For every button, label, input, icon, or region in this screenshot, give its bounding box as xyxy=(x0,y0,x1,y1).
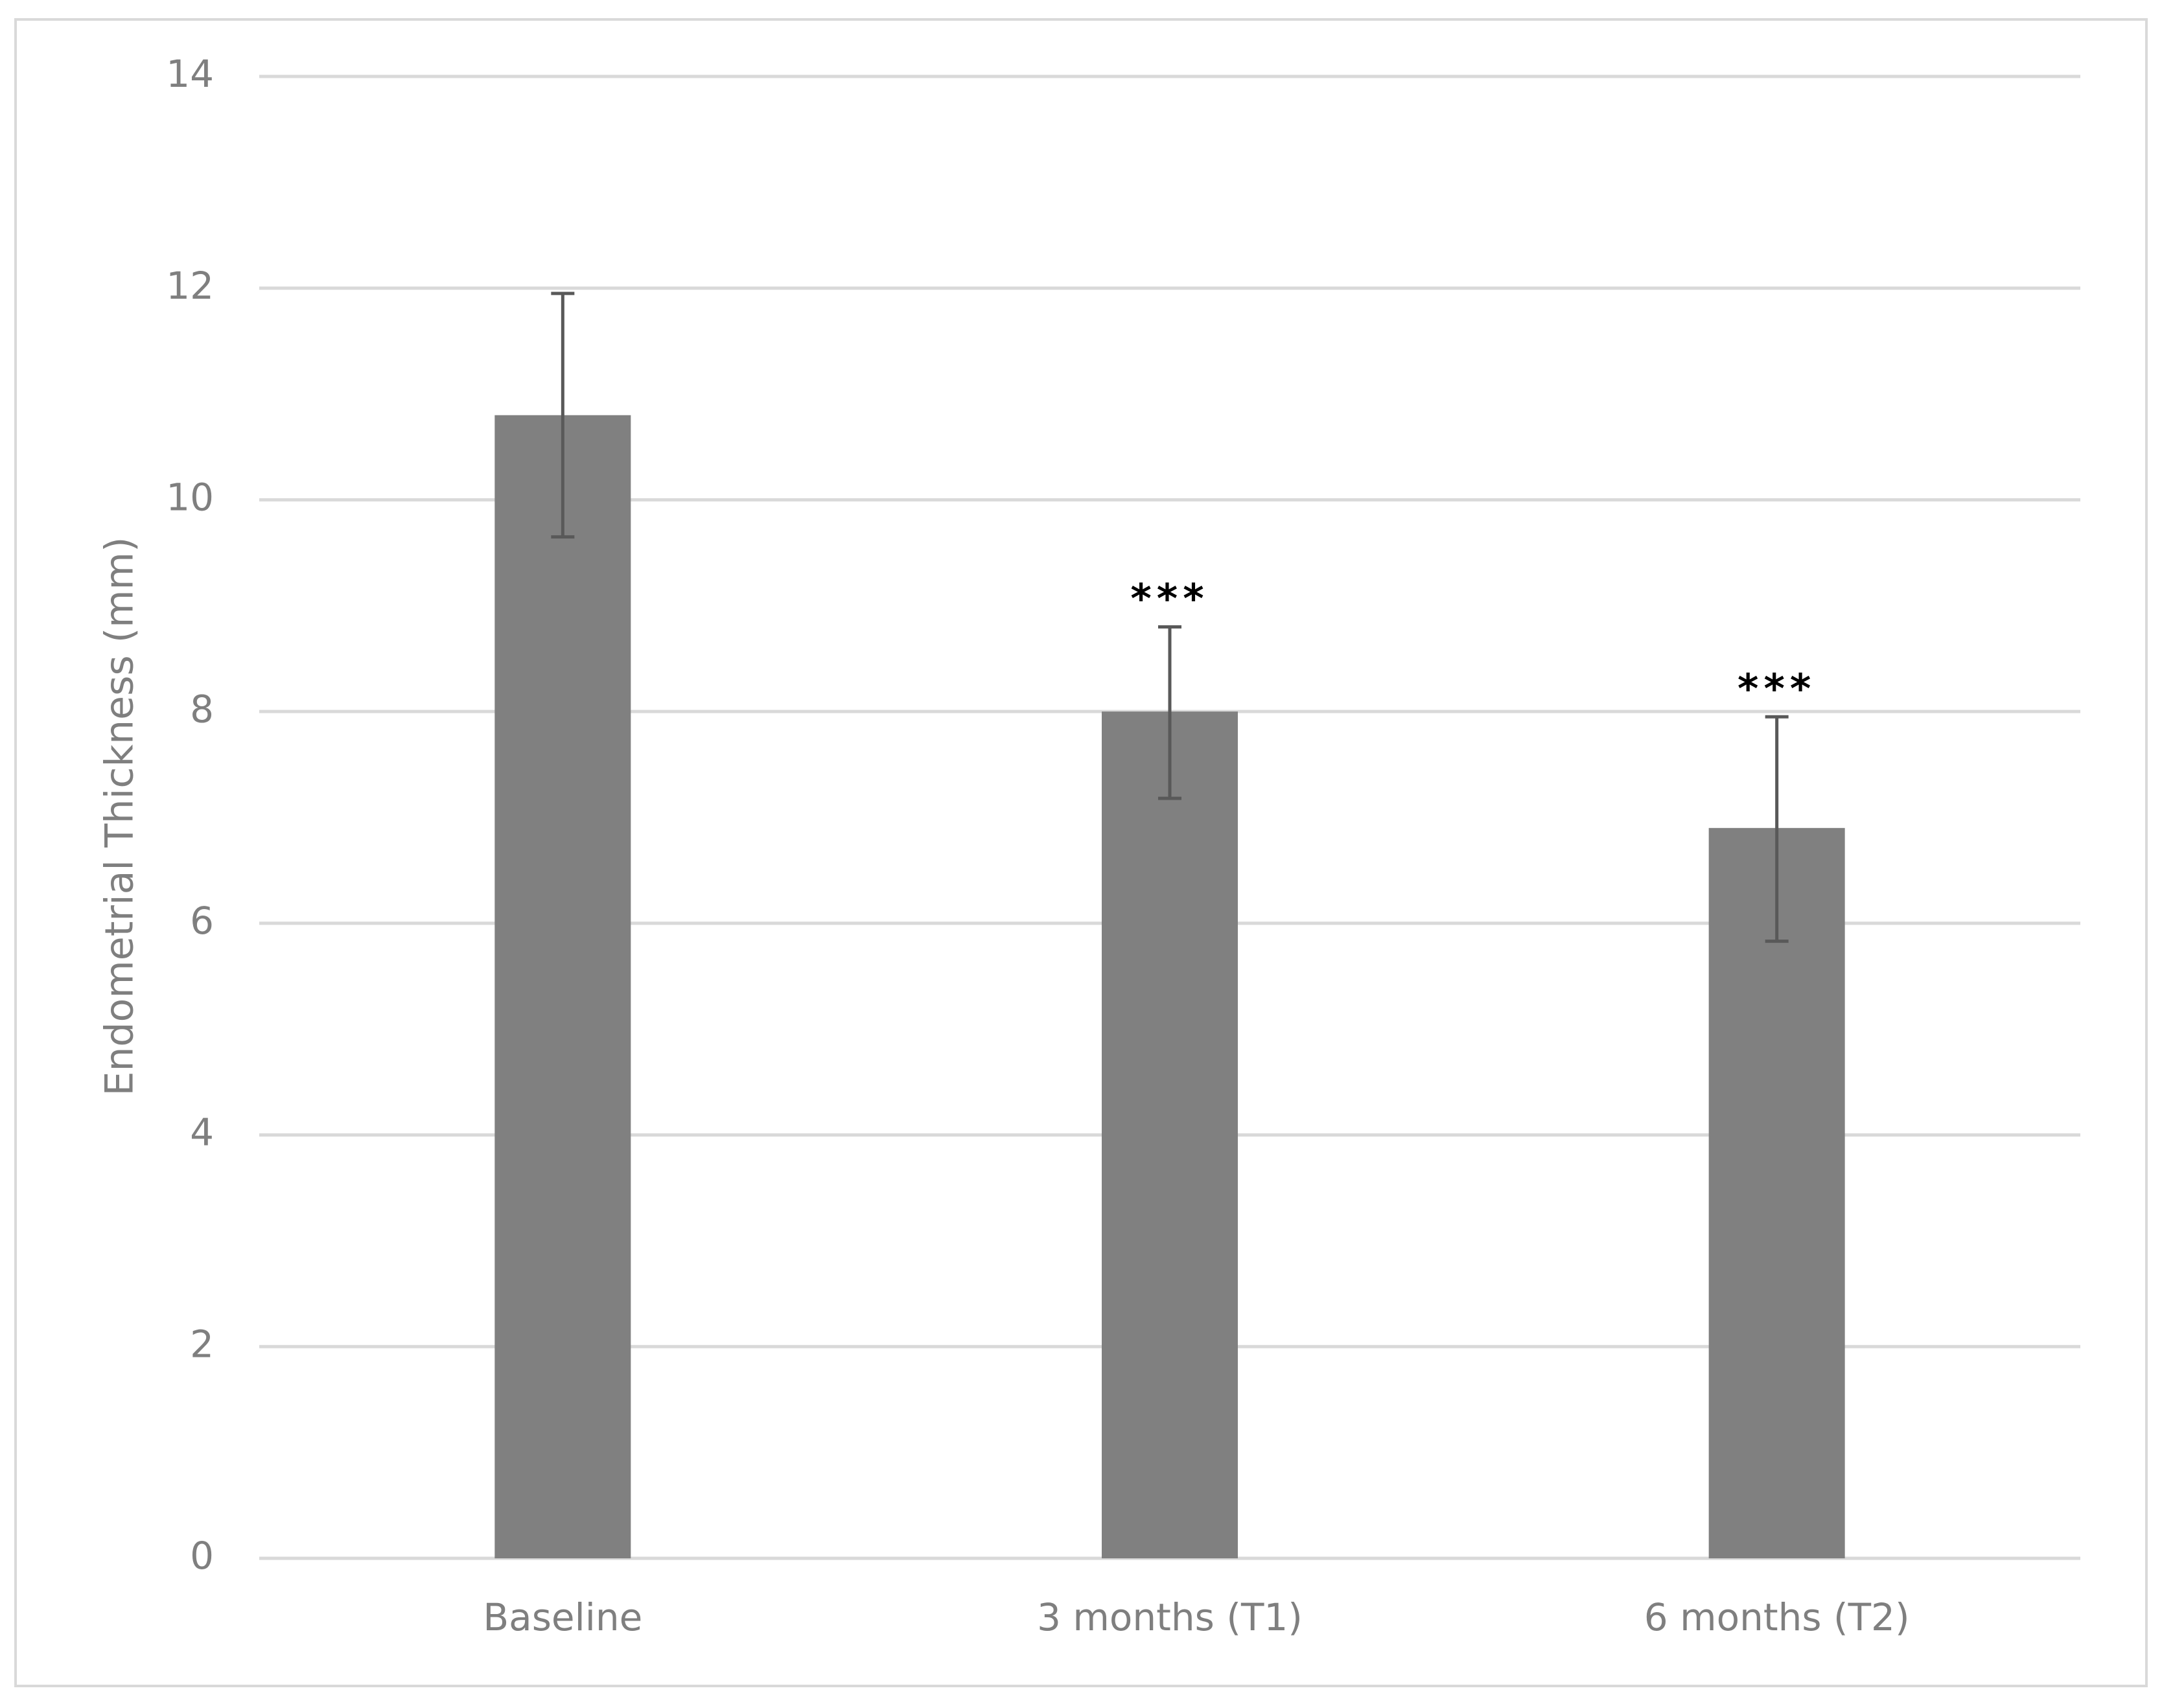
error-bar xyxy=(1765,715,1789,943)
significance-label: *** xyxy=(1738,665,1816,712)
bar xyxy=(1708,827,1845,1558)
error-bar xyxy=(551,292,575,539)
error-bars xyxy=(551,292,1789,943)
bars xyxy=(494,415,1845,1558)
bar xyxy=(494,415,631,1558)
y-tick-label: 12 xyxy=(166,264,214,308)
y-tick-label: 4 xyxy=(190,1111,214,1155)
x-tick-label: Baseline xyxy=(483,1595,642,1639)
y-tick-label: 10 xyxy=(166,476,214,520)
y-tick-label: 0 xyxy=(190,1534,214,1578)
x-tick-label: 3 months (T1) xyxy=(1037,1595,1303,1639)
y-tick-label: 2 xyxy=(190,1322,214,1366)
y-tick-label: 14 xyxy=(166,52,214,96)
significance-label: *** xyxy=(1130,575,1209,622)
y-tick-label: 8 xyxy=(190,687,214,731)
y-tick-label: 6 xyxy=(190,899,214,943)
bar xyxy=(1102,711,1238,1558)
x-axis-ticks: Baseline 3 months (T1) 6 months (T2) xyxy=(483,1595,1909,1639)
x-tick-label: 6 months (T2) xyxy=(1644,1595,1910,1639)
y-axis-title: Endometrial Thickness (mm) xyxy=(97,537,143,1096)
significance-markers: *** *** xyxy=(1130,575,1816,712)
error-bar xyxy=(1158,625,1181,800)
y-axis-ticks: 0 2 4 6 8 10 12 14 xyxy=(166,52,214,1578)
